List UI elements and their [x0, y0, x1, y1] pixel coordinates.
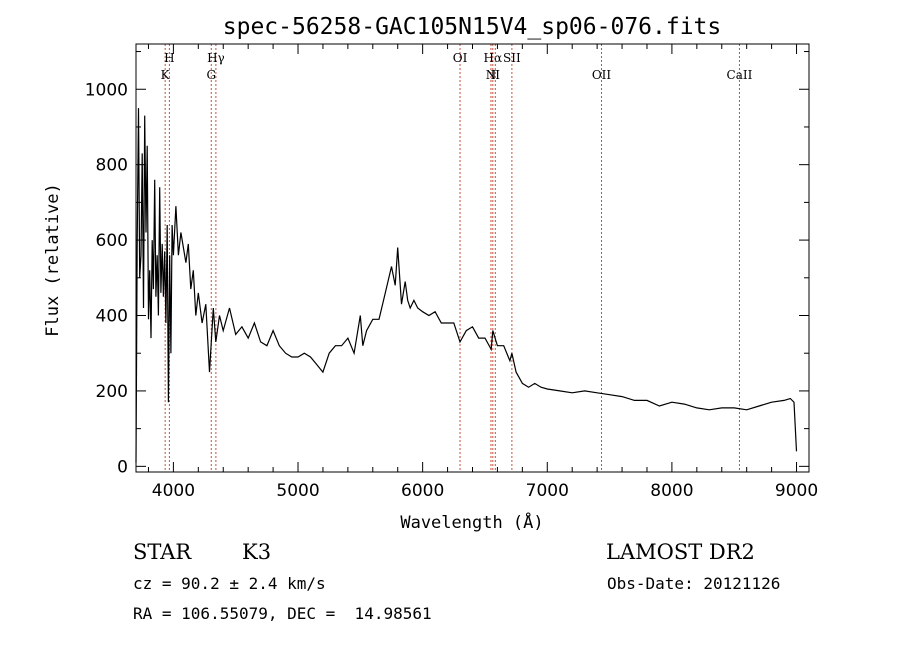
- spectrum-series-line: [135, 108, 798, 463]
- coordinates: RA = 106.55079, DEC = 14.98561: [133, 604, 432, 623]
- line-marker-label: CaII: [727, 68, 753, 82]
- line-marker-label: H: [164, 51, 174, 65]
- line-marker-label: G: [206, 68, 216, 82]
- line-marker-label: N: [486, 68, 497, 82]
- y-tick-label: 1000: [85, 80, 128, 100]
- x-tick-label: 5000: [276, 481, 319, 501]
- x-tick-label: 7000: [526, 481, 569, 501]
- chart-title: spec-56258-GAC105N15V4_sp06-076.fits: [223, 14, 722, 40]
- object-subclass: K3: [242, 540, 272, 564]
- y-axis-label: Flux (relative): [43, 183, 63, 337]
- y-tick-label: 200: [96, 382, 128, 402]
- x-tick-label: 4000: [152, 481, 195, 501]
- object-class: STAR: [133, 540, 192, 564]
- plot-frame: [135, 43, 810, 473]
- line-marker-label: Hα: [484, 51, 503, 65]
- line-marker-label: Hγ: [207, 51, 225, 65]
- obs-date: Obs-Date: 20121126: [607, 574, 781, 593]
- y-tick-label: 800: [96, 156, 128, 176]
- spectrum-chart: spec-56258-GAC105N15V4_sp06-076.fits KH G…: [43, 14, 818, 533]
- axis-ticks: 4000 5000 6000 7000 8000 9000 0 200 400 600 800 100…: [85, 44, 818, 501]
- line-marker-label: K: [161, 68, 171, 82]
- y-tick-label: 0: [117, 457, 128, 477]
- y-tick-label: 400: [96, 307, 128, 327]
- x-tick-label: 6000: [401, 481, 444, 501]
- line-marker-label: II: [491, 68, 501, 82]
- redshift-value: cz = 90.2 ± 2.4 km/s: [133, 574, 326, 593]
- x-tick-label: 8000: [650, 481, 693, 501]
- line-marker-label: OII: [592, 68, 612, 82]
- survey-name: LAMOST DR2: [606, 540, 755, 564]
- line-marker-label: OI: [453, 51, 468, 65]
- y-tick-label: 600: [96, 231, 128, 251]
- line-marker-label: SII: [503, 51, 521, 65]
- x-axis-label: Wavelength (Å): [400, 511, 543, 533]
- x-tick-label: 9000: [775, 481, 818, 501]
